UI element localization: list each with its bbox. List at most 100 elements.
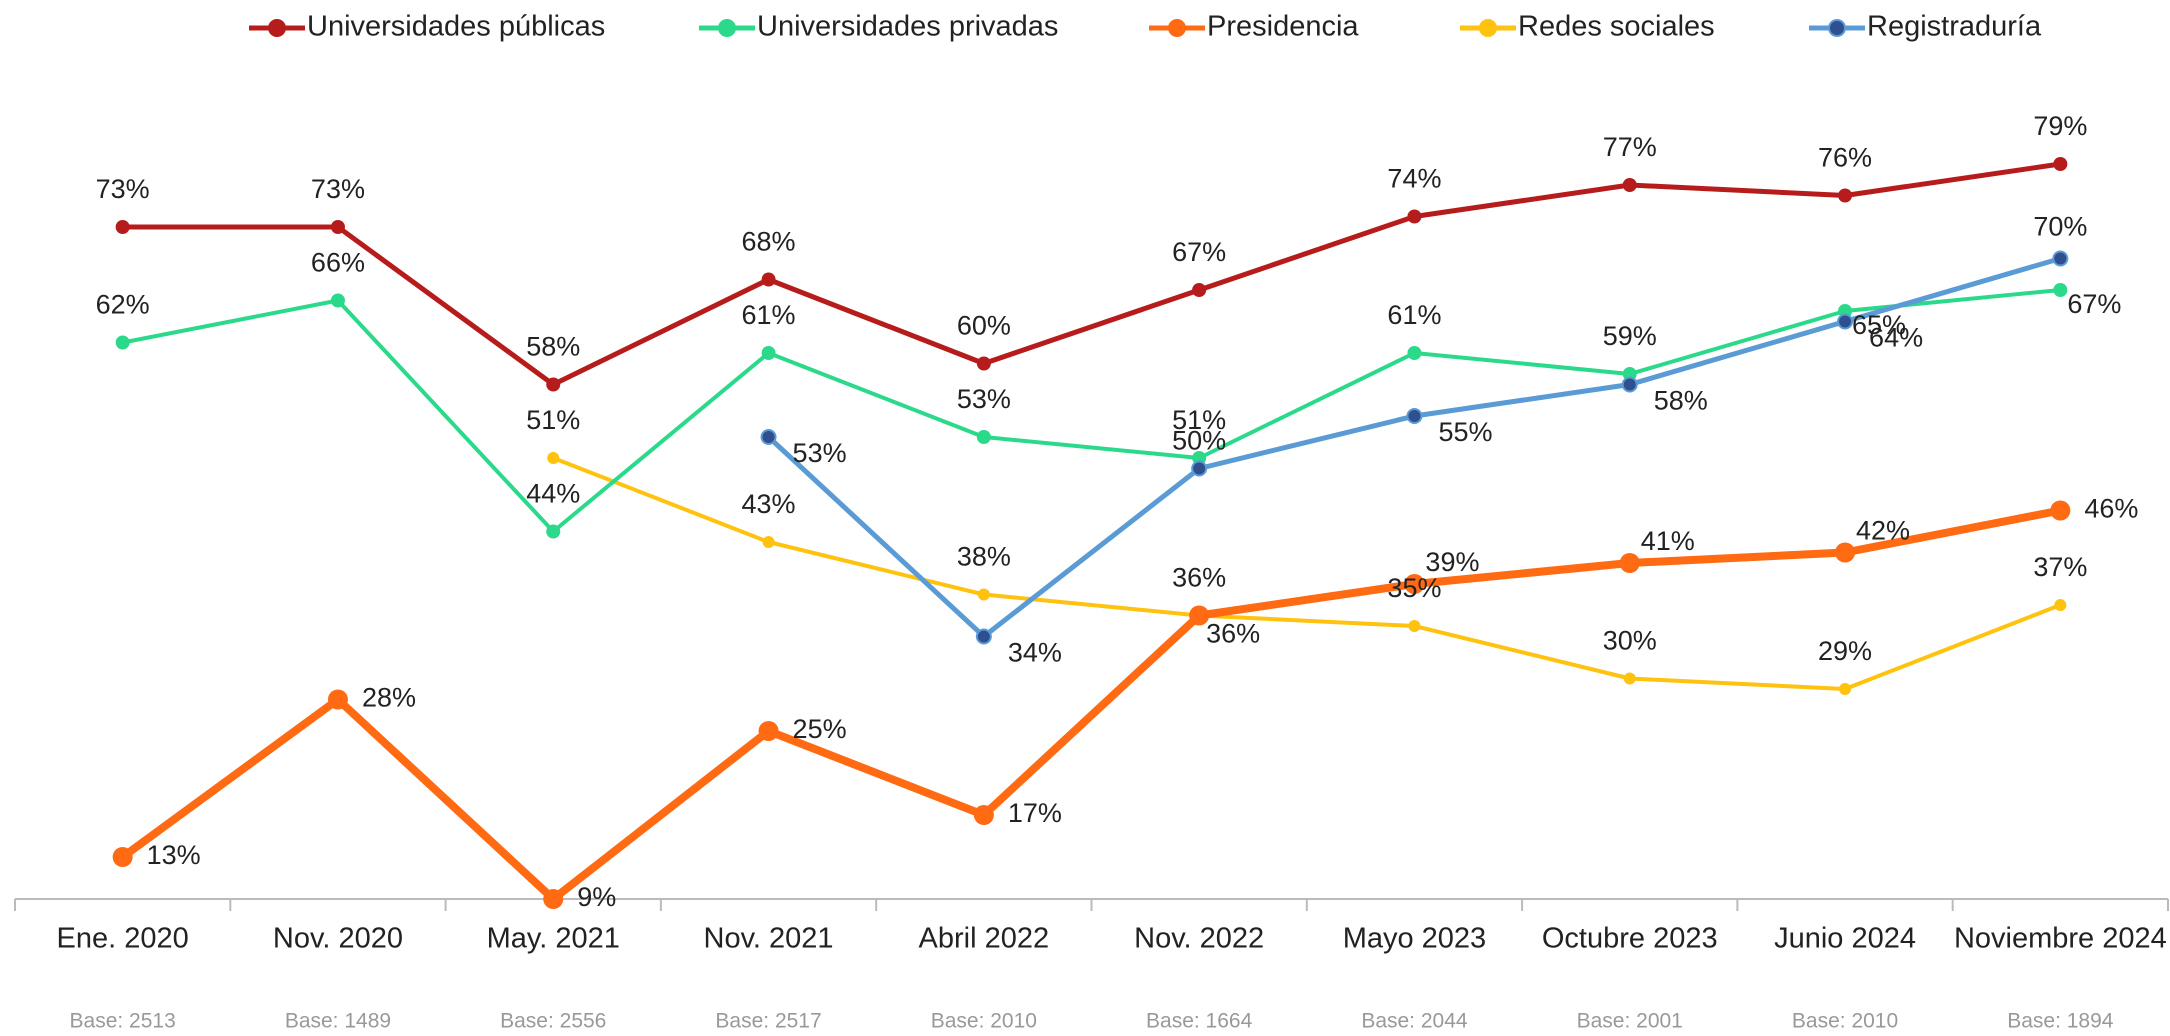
data-label: 58% [526, 332, 580, 362]
x-tick-label: Ene. 2020 [57, 923, 189, 955]
data-point [2053, 283, 2068, 297]
data-label: 65% [1852, 310, 1906, 340]
legend-label: Registraduría [1867, 11, 2042, 43]
data-point [1407, 209, 1422, 224]
x-tick-label: Mayo 2023 [1343, 923, 1487, 955]
data-label: 37% [2033, 552, 2087, 582]
x-tick-label: Junio 2024 [1774, 923, 1916, 955]
data-point [761, 346, 776, 360]
data-label: 46% [2084, 494, 2138, 524]
data-point [115, 220, 130, 234]
data-label: 44% [526, 479, 580, 509]
data-label: 66% [311, 248, 365, 278]
data-point [2050, 500, 2071, 521]
data-label: 25% [793, 714, 847, 744]
data-point [977, 588, 990, 601]
data-point [1623, 672, 1636, 685]
data-label: 51% [526, 405, 580, 435]
base-label: Base: 1664 [1146, 1010, 1253, 1033]
base-label: Base: 2517 [715, 1010, 821, 1033]
x-tick-label: Nov. 2022 [1134, 923, 1264, 955]
data-label: 36% [1172, 563, 1226, 593]
data-label: 13% [147, 840, 201, 870]
data-point [1838, 188, 1853, 203]
series-line [120, 506, 2062, 903]
legend-marker [1828, 19, 1846, 37]
data-point [1404, 574, 1425, 594]
data-label: 77% [1603, 132, 1657, 162]
data-label: 29% [1818, 636, 1872, 666]
x-tick-label: Nov. 2020 [273, 923, 403, 955]
data-point [1621, 376, 1638, 393]
data-label: 59% [1603, 321, 1657, 351]
data-point [2054, 599, 2067, 611]
data-label: 79% [2033, 111, 2087, 141]
data-label: 73% [96, 174, 150, 204]
data-point [1837, 313, 1854, 330]
data-label: 64% [1869, 323, 1923, 353]
x-tick-label: May. 2021 [487, 923, 620, 955]
data-point [975, 628, 992, 645]
data-label: 51% [1172, 405, 1226, 435]
data-label: 38% [957, 542, 1011, 572]
legend-marker [718, 19, 736, 37]
data-label: 55% [1438, 417, 1492, 447]
data-label: 50% [1172, 426, 1226, 456]
data-label: 43% [742, 489, 796, 519]
data-label: 76% [1818, 143, 1872, 173]
data-label: 34% [1008, 638, 1062, 668]
data-label: 67% [1172, 237, 1226, 267]
data-point [115, 335, 130, 350]
legend-marker [1168, 19, 1186, 37]
series-line [552, 456, 2062, 691]
x-tick-label: Nov. 2021 [704, 923, 834, 955]
legend-label: Redes sociales [1518, 11, 1715, 43]
data-label: 58% [1654, 386, 1708, 416]
base-label: Base: 2044 [1361, 1010, 1468, 1033]
data-point [547, 452, 560, 464]
data-point [1839, 683, 1852, 695]
data-point [112, 847, 133, 867]
data-label: 62% [96, 290, 150, 320]
data-label: 53% [957, 384, 1011, 414]
legend-marker [1479, 19, 1497, 37]
base-label: Base: 1894 [2007, 1010, 2114, 1033]
data-point [330, 293, 345, 308]
x-tick-label: Noviembre 2024 [1954, 923, 2167, 955]
data-point [976, 356, 991, 371]
data-point [760, 429, 777, 445]
data-label: 70% [2033, 212, 2087, 242]
data-label: 9% [577, 882, 616, 912]
base-label: Base: 1489 [285, 1010, 391, 1033]
data-label: 39% [1425, 547, 1479, 577]
data-point [2052, 250, 2069, 267]
x-tick-label: Octubre 2023 [1542, 923, 1718, 955]
data-point [1622, 178, 1637, 192]
data-label: 17% [1008, 798, 1062, 828]
data-point [1406, 408, 1423, 424]
data-point [546, 377, 561, 392]
data-label: 41% [1641, 526, 1695, 556]
data-label: 35% [1387, 573, 1441, 603]
data-point [327, 689, 348, 710]
base-label: Base: 2556 [500, 1010, 606, 1033]
base-label: Base: 2513 [70, 1010, 176, 1033]
x-tick-label: Abril 2022 [919, 923, 1050, 955]
data-point [1192, 283, 1207, 297]
legend-label: Universidades privadas [757, 11, 1058, 43]
data-label: 68% [742, 227, 796, 257]
data-label: 42% [1856, 516, 1910, 546]
data-point [976, 430, 991, 444]
data-point [973, 805, 994, 825]
base-label: Base: 2010 [1792, 1010, 1898, 1033]
data-point [546, 524, 561, 539]
data-point [1191, 460, 1208, 477]
data-point [762, 536, 775, 548]
base-label: Base: 2001 [1577, 1010, 1683, 1033]
data-label: 30% [1603, 626, 1657, 656]
series-line [122, 288, 2061, 534]
data-point [758, 721, 779, 741]
data-label: 74% [1387, 164, 1441, 194]
data-point [1408, 620, 1421, 632]
